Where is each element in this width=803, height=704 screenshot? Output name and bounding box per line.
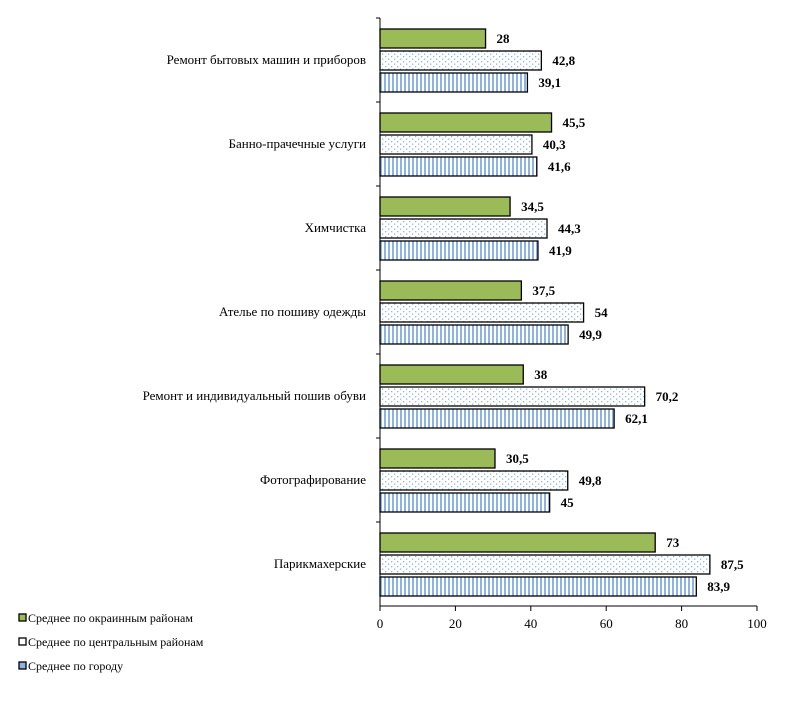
legend-swatch [18, 637, 27, 646]
category-label: Химчистка [305, 220, 367, 235]
x-tick-label: 80 [675, 616, 688, 631]
bar-3 [379, 408, 615, 429]
data-label: 28 [497, 31, 511, 46]
legend-swatch [18, 613, 27, 622]
x-tick-label: 100 [747, 616, 767, 631]
bar-3 [379, 240, 539, 261]
bar-2 [379, 470, 569, 491]
data-label: 38 [534, 367, 548, 382]
data-label: 45,5 [563, 115, 586, 130]
bar-1 [379, 28, 487, 49]
data-label: 30,5 [506, 451, 529, 466]
bar-3 [379, 492, 551, 513]
category-label: Банно-прачечные услуги [229, 136, 367, 151]
bar-1 [379, 196, 511, 217]
x-tick-label: 20 [449, 616, 462, 631]
category-label: Ателье по пошиву одежды [219, 304, 366, 319]
data-label: 62,1 [625, 411, 648, 426]
data-label: 54 [595, 305, 609, 320]
data-label: 49,8 [579, 473, 602, 488]
bar-1 [379, 112, 553, 133]
data-label: 41,6 [548, 159, 571, 174]
data-label: 87,5 [721, 557, 744, 572]
category-label: Парикмахерские [274, 556, 366, 571]
bar-2 [379, 134, 533, 155]
data-label: 49,9 [579, 327, 602, 342]
bar-1 [379, 448, 496, 469]
data-label: 37,5 [532, 283, 555, 298]
bar-1 [379, 532, 656, 553]
x-tick-label: 60 [600, 616, 613, 631]
legend-label: Среднее по городу [28, 659, 123, 673]
data-label: 41,9 [549, 243, 572, 258]
bar-3 [379, 576, 697, 597]
bar-1 [379, 364, 524, 385]
data-label: 40,3 [543, 137, 566, 152]
data-label: 73 [666, 535, 680, 550]
bar-3 [379, 72, 529, 93]
legend-label: Среднее по окраинным районам [28, 611, 193, 625]
data-label: 44,3 [558, 221, 581, 236]
legend-label: Среднее по центральным районам [28, 635, 204, 649]
data-label: 83,9 [707, 579, 730, 594]
category-label: Ремонт и индивидуальный пошив обуви [143, 388, 366, 403]
x-tick-label: 40 [524, 616, 537, 631]
x-tick-label: 0 [377, 616, 384, 631]
category-label: Ремонт бытовых машин и приборов [167, 52, 366, 67]
data-label: 42,8 [552, 53, 575, 68]
data-label: 45 [561, 495, 575, 510]
bar-2 [379, 302, 585, 323]
bar-1 [379, 280, 523, 301]
legend-swatch [18, 661, 27, 670]
bar-3 [379, 156, 538, 177]
data-label: 39,1 [538, 75, 561, 90]
bar-2 [379, 50, 543, 71]
bar-2 [379, 386, 646, 407]
bar-3 [379, 324, 569, 345]
category-label: Фотографирование [260, 472, 366, 487]
data-label: 70,2 [656, 389, 679, 404]
bar-2 [379, 554, 711, 575]
data-label: 34,5 [521, 199, 544, 214]
bar-2 [379, 218, 548, 239]
